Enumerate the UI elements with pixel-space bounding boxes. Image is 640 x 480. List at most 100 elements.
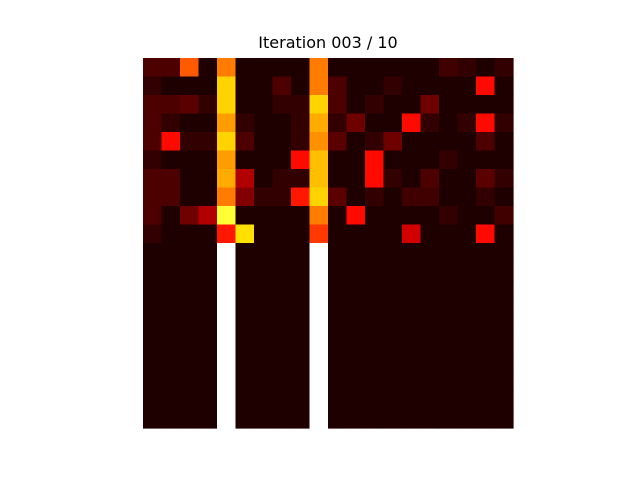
heatmap-cell [476,391,496,411]
heatmap-cell [494,354,514,374]
heatmap-cell [383,409,403,429]
heatmap-cell [346,95,366,115]
heatmap-cell [328,391,348,411]
heatmap-cell [402,280,422,300]
heatmap-cell [457,391,477,411]
heatmap-cell [291,391,311,411]
heatmap-cell [439,409,459,429]
heatmap-cell [180,132,200,152]
heatmap-cell [420,335,440,355]
heatmap-cell [143,224,163,244]
heatmap-cell [383,132,403,152]
heatmap-cell [439,58,459,78]
heatmap-cell [439,95,459,115]
heatmap-cell [272,335,292,355]
heatmap-cell [346,206,366,226]
heatmap-cell [235,335,255,355]
heatmap-cell [217,150,237,170]
heatmap-cell [365,95,385,115]
heatmap-cell [420,224,440,244]
heatmap-cell [291,335,311,355]
heatmap-cell [420,409,440,429]
heatmap-cell [180,372,200,392]
heatmap-cell [439,354,459,374]
heatmap-cell [235,391,255,411]
heatmap-cell [328,354,348,374]
heatmap-cell [420,76,440,96]
heatmap-cell [254,132,274,152]
heatmap-cell [328,298,348,318]
heatmap-cell [365,391,385,411]
heatmap-cell-masked [309,335,329,355]
heatmap-cell [161,187,181,207]
heatmap-cell [254,280,274,300]
heatmap-cell-masked [309,298,329,318]
heatmap-cell [198,76,218,96]
heatmap-cell [328,132,348,152]
heatmap-cell [402,113,422,133]
heatmap-cell [235,206,255,226]
heatmap-cell [328,95,348,115]
heatmap-cell [383,317,403,337]
heatmap-cell [439,169,459,189]
heatmap-cell [143,298,163,318]
heatmap-cell [235,187,255,207]
heatmap-cell [180,335,200,355]
heatmap-cell [383,243,403,263]
heatmap-cell-masked [309,243,329,263]
heatmap-cell [180,317,200,337]
heatmap-cell [254,187,274,207]
heatmap-cell [494,113,514,133]
heatmap-cell [198,169,218,189]
heatmap-cell [476,224,496,244]
heatmap-cell [309,95,329,115]
heatmap-cell [272,95,292,115]
heatmap-cell [272,372,292,392]
heatmap-cell [328,150,348,170]
heatmap-cell [439,261,459,281]
heatmap-cell [346,280,366,300]
heatmap-cell [346,150,366,170]
heatmap-cell [272,224,292,244]
heatmap-cell [235,298,255,318]
heatmap-cell [291,58,311,78]
heatmap-cell [291,76,311,96]
heatmap-cell [198,298,218,318]
heatmap-cell [143,169,163,189]
heatmap-cell [383,95,403,115]
heatmap-cell [143,354,163,374]
heatmap-cell-masked [309,354,329,374]
heatmap-cell [309,132,329,152]
heatmap-cell [402,243,422,263]
heatmap-cell [143,317,163,337]
heatmap-cell [180,354,200,374]
chart-title: Iteration 003 / 10 [258,33,398,52]
heatmap-cell [217,187,237,207]
heatmap-cell [420,280,440,300]
heatmap-cell [143,76,163,96]
heatmap-cell [180,95,200,115]
heatmap-cell [198,113,218,133]
heatmap-cell [439,132,459,152]
heatmap-cell [217,58,237,78]
heatmap-cell [291,150,311,170]
heatmap-cell [402,76,422,96]
heatmap-cell-masked [217,354,237,374]
heatmap-cell [254,335,274,355]
heatmap-cell [161,132,181,152]
heatmap-cell [402,354,422,374]
heatmap-cell [494,76,514,96]
heatmap-cell [457,298,477,318]
heatmap-cell [457,76,477,96]
heatmap-cell [457,95,477,115]
heatmap-cell [457,261,477,281]
heatmap-cell [439,317,459,337]
heatmap-cell [217,76,237,96]
heatmap-cell [235,132,255,152]
heatmap-cell [198,280,218,300]
heatmap-cell [383,261,403,281]
heatmap-cell [346,243,366,263]
heatmap-cell [291,169,311,189]
heatmap-cell [420,298,440,318]
heatmap-cell [217,113,237,133]
